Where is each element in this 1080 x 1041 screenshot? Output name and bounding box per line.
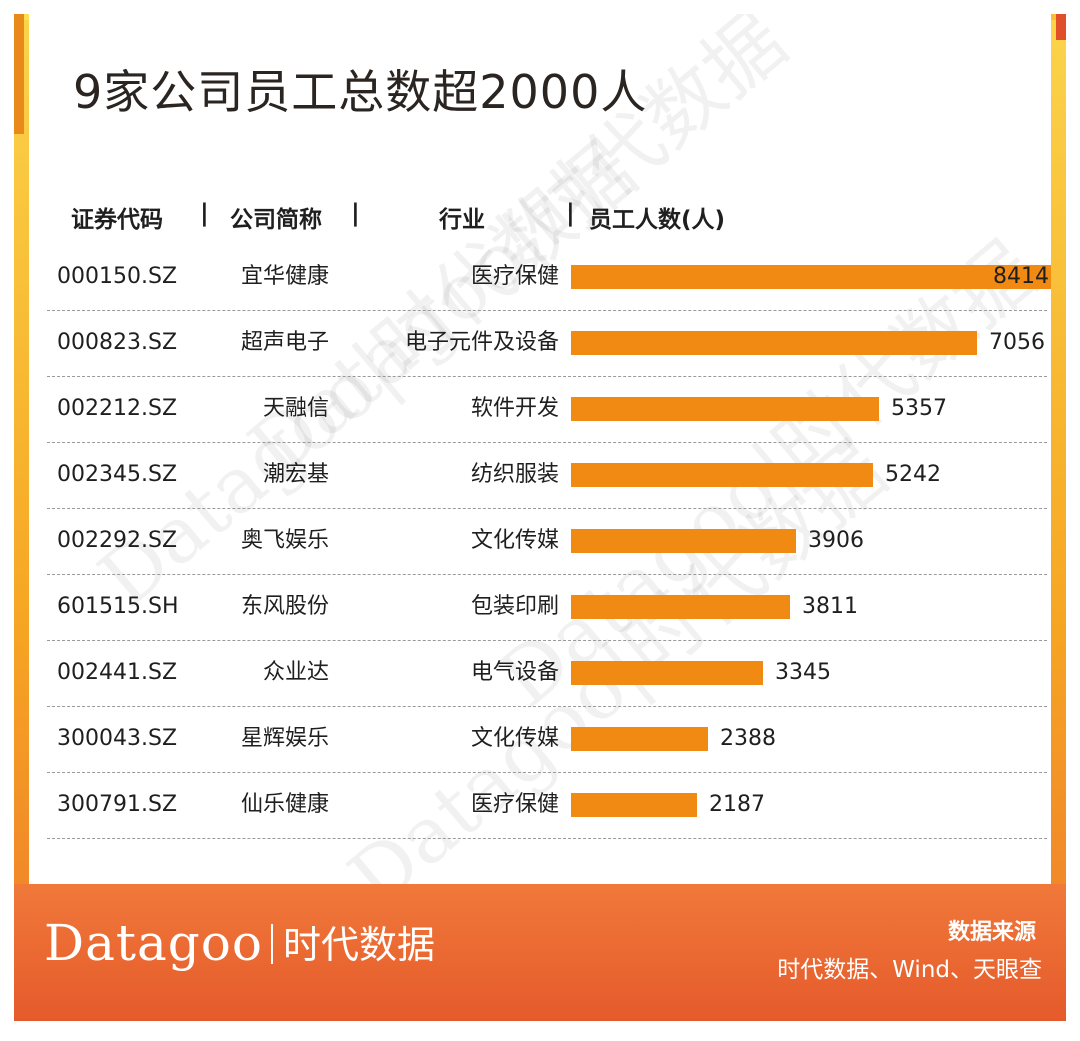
table-row: 601515.SH 东风股份 包装印刷 3811 bbox=[29, 574, 1051, 640]
table-row: 300043.SZ 星辉娱乐 文化传媒 2388 bbox=[29, 706, 1051, 772]
bar-value-label: 5242 bbox=[885, 462, 941, 487]
industry-label: 医疗保健 bbox=[470, 264, 559, 289]
bar bbox=[571, 397, 879, 421]
industry-label: 文化传媒 bbox=[470, 726, 559, 751]
right-accent-strip bbox=[1056, 14, 1066, 40]
table-row: 300791.SZ 仙乐健康 医疗保健 2187 bbox=[29, 772, 1051, 838]
table-row: 002345.SZ 潮宏基 纺织服装 5242 bbox=[29, 442, 1051, 508]
row-divider bbox=[47, 574, 1047, 575]
row-divider bbox=[47, 706, 1047, 707]
logo-wordmark: Datagoo bbox=[44, 914, 264, 972]
bar bbox=[571, 529, 796, 553]
company-name: 东风股份 bbox=[240, 594, 329, 619]
company-name: 天融信 bbox=[262, 396, 329, 421]
company-name: 奥飞娱乐 bbox=[240, 528, 329, 553]
stock-code: 002441.SZ bbox=[57, 660, 178, 685]
bar-value-label: 3345 bbox=[775, 660, 831, 685]
column-header-industry: 行业 bbox=[439, 207, 485, 233]
header-separator: | bbox=[351, 199, 360, 227]
table-row: 002292.SZ 奥飞娱乐 文化传媒 3906 bbox=[29, 508, 1051, 574]
industry-label: 软件开发 bbox=[470, 396, 559, 421]
bar bbox=[571, 727, 708, 751]
row-divider bbox=[47, 640, 1047, 641]
bar bbox=[571, 463, 873, 487]
column-header-employees: 员工人数(人) bbox=[589, 207, 726, 233]
industry-label: 文化传媒 bbox=[470, 528, 559, 553]
column-header-code: 证券代码 bbox=[71, 207, 163, 233]
row-divider bbox=[47, 310, 1047, 311]
stock-code: 002292.SZ bbox=[57, 528, 178, 553]
stock-code: 300791.SZ bbox=[57, 792, 178, 817]
logo-divider bbox=[271, 924, 274, 964]
stock-code: 000150.SZ bbox=[57, 264, 178, 289]
row-divider bbox=[47, 376, 1047, 377]
source-title: 数据来源 bbox=[947, 920, 1036, 945]
bar-value-label: 3906 bbox=[808, 528, 864, 553]
stock-code: 000823.SZ bbox=[57, 330, 178, 355]
bar bbox=[571, 595, 790, 619]
industry-label: 医疗保健 bbox=[470, 792, 559, 817]
table-row: 002212.SZ 天融信 软件开发 5357 bbox=[29, 376, 1051, 442]
logo-chinese: 时代数据 bbox=[283, 923, 436, 967]
bar-value-label: 7056 bbox=[989, 330, 1045, 355]
industry-label: 电气设备 bbox=[470, 660, 559, 685]
row-divider bbox=[47, 838, 1047, 839]
row-divider bbox=[47, 508, 1047, 509]
table-row: 000150.SZ 宜华健康 医疗保健 8414 bbox=[29, 244, 1051, 310]
column-header-name: 公司简称 bbox=[230, 207, 322, 233]
bar-value-label: 8414 bbox=[993, 264, 1049, 289]
source-text: 时代数据、Wind、天眼查 bbox=[777, 957, 1042, 983]
bar bbox=[571, 793, 697, 817]
stock-code: 601515.SH bbox=[57, 594, 179, 619]
table-row: 000823.SZ 超声电子 电子元件及设备 7056 bbox=[29, 310, 1051, 376]
bar-value-label: 2388 bbox=[720, 726, 776, 751]
infographic-frame: Datagoo|时代数据 Datagoo|时代数据 Datagoo|时代数据 D… bbox=[14, 14, 1066, 1021]
stock-code: 002345.SZ bbox=[57, 462, 178, 487]
industry-label: 电子元件及设备 bbox=[404, 330, 559, 355]
bar-value-label: 3811 bbox=[802, 594, 858, 619]
chart-panel: Datagoo|时代数据 Datagoo|时代数据 Datagoo|时代数据 D… bbox=[29, 14, 1051, 884]
company-name: 宜华健康 bbox=[240, 264, 329, 289]
bar-value-label: 5357 bbox=[891, 396, 947, 421]
company-name: 星辉娱乐 bbox=[240, 726, 329, 751]
industry-label: 包装印刷 bbox=[470, 594, 559, 619]
bar bbox=[571, 265, 1051, 289]
company-name: 潮宏基 bbox=[262, 462, 329, 487]
stock-code: 300043.SZ bbox=[57, 726, 178, 751]
header-separator: | bbox=[200, 199, 209, 227]
bar bbox=[571, 661, 763, 685]
stock-code: 002212.SZ bbox=[57, 396, 178, 421]
company-name: 众业达 bbox=[262, 660, 329, 685]
header-separator: | bbox=[566, 199, 575, 227]
bar-value-label: 2187 bbox=[709, 792, 765, 817]
row-divider bbox=[47, 772, 1047, 773]
row-divider bbox=[47, 442, 1047, 443]
left-accent-strip bbox=[14, 14, 24, 134]
table-row: 002441.SZ 众业达 电气设备 3345 bbox=[29, 640, 1051, 706]
footer-band: Datagoo 时代数据 数据来源 时代数据、Wind、天眼查 bbox=[14, 884, 1066, 1021]
company-name: 仙乐健康 bbox=[240, 792, 329, 817]
industry-label: 纺织服装 bbox=[470, 462, 559, 487]
brand-logo: Datagoo 时代数据 bbox=[44, 914, 435, 972]
company-name: 超声电子 bbox=[240, 330, 329, 355]
chart-title: 9家公司员工总数超2000人 bbox=[73, 65, 648, 119]
bar bbox=[571, 331, 977, 355]
